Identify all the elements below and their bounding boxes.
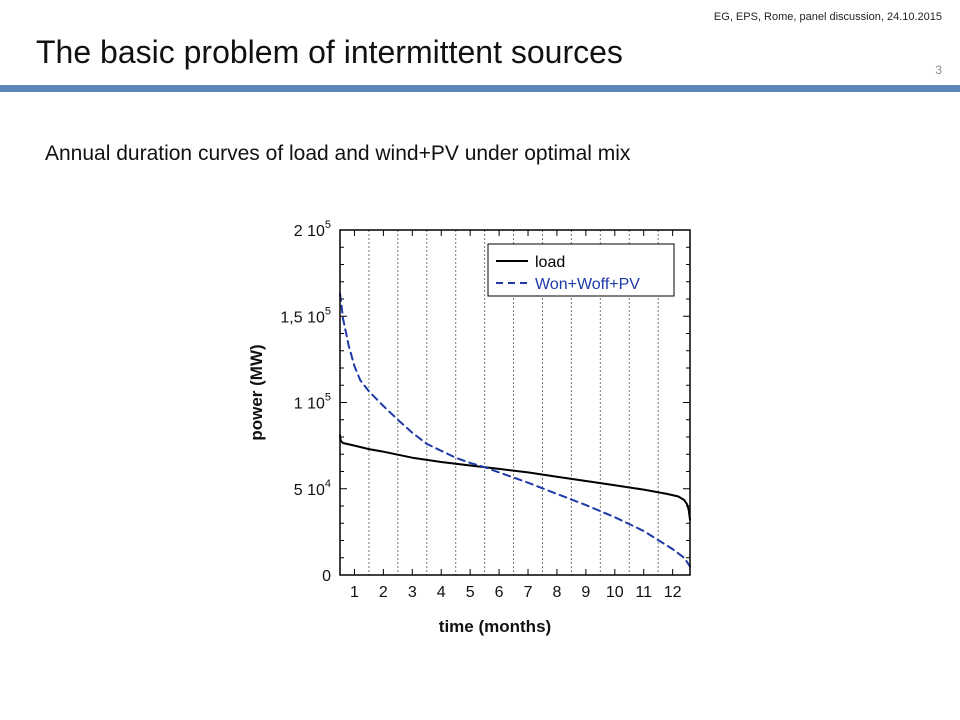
chart-legend: load Won+Woff+PV bbox=[487, 243, 675, 297]
x-tick-label: 8 bbox=[552, 584, 561, 601]
slide-number: 3 bbox=[935, 63, 942, 77]
y-tick-label: 1,5 105 bbox=[280, 305, 331, 326]
x-tick-label: 4 bbox=[437, 584, 446, 601]
y-tick-label: 5 104 bbox=[294, 478, 331, 499]
legend-box bbox=[487, 243, 675, 297]
header-meta: EG, EPS, Rome, panel discussion, 24.10.2… bbox=[713, 11, 942, 23]
x-tick-label: 7 bbox=[524, 584, 533, 601]
x-axis-label: time (months) bbox=[439, 617, 551, 636]
x-tick-label: 11 bbox=[635, 584, 652, 601]
slide-subtitle: Annual duration curves of load and wind+… bbox=[45, 142, 631, 165]
slide-title: The basic problem of intermittent source… bbox=[36, 34, 623, 70]
y-tick-label: 0 bbox=[322, 568, 331, 585]
x-tick-label: 1 bbox=[350, 584, 359, 601]
series-line-1 bbox=[339, 292, 691, 568]
plot-frame bbox=[339, 229, 691, 576]
x-tick-label: 12 bbox=[664, 584, 682, 601]
y-tick-labels: 0 5 104 1 105 1,5 105 2 105 bbox=[280, 219, 331, 585]
x-tick-labels: 1 2 3 4 5 6 7 8 9 10 11 12 bbox=[350, 584, 682, 601]
x-tick-label: 10 bbox=[606, 584, 624, 601]
series-line-0 bbox=[339, 434, 691, 521]
y-tick-label: 2 105 bbox=[294, 219, 331, 240]
y-axis-label: power (MW) bbox=[247, 344, 266, 440]
x-tick-label: 3 bbox=[408, 584, 417, 601]
title-rule bbox=[0, 85, 960, 92]
y-tick-label: 1 105 bbox=[294, 392, 331, 413]
legend-label-load: load bbox=[535, 254, 565, 271]
x-tick-label: 9 bbox=[581, 584, 590, 601]
x-tick-label: 5 bbox=[466, 584, 475, 601]
series-lines bbox=[339, 292, 691, 568]
x-tick-label: 6 bbox=[495, 584, 504, 601]
legend-label-wind-pv: Won+Woff+PV bbox=[535, 276, 640, 293]
x-tick-label: 2 bbox=[379, 584, 388, 601]
